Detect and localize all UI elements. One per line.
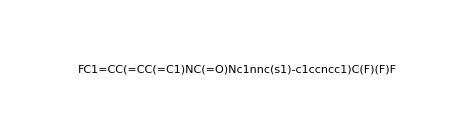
Text: FC1=CC(=CC(=C1)NC(=O)Nc1nnc(s1)-c1ccncc1)C(F)(F)F: FC1=CC(=CC(=C1)NC(=O)Nc1nnc(s1)-c1ccncc1… [78,64,396,74]
